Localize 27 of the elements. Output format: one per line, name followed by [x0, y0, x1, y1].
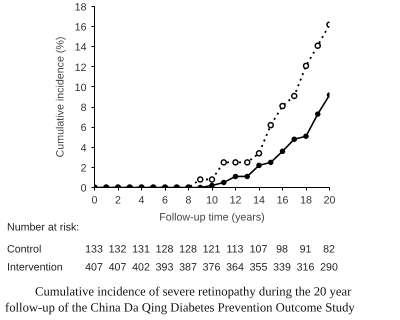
x-tick-label: 2	[115, 194, 122, 206]
y-tick-label: 14	[74, 42, 87, 54]
y-tick-label: 8	[80, 102, 87, 114]
text: Control 133 132 131 128 128 121 113 107 98 91 82	[7, 244, 335, 256]
y-tick-label: 12	[74, 62, 87, 74]
y-tick-label: 6	[80, 122, 87, 134]
x-tick-label: 16	[276, 194, 288, 206]
text: Cumulative incidence of severe retinopathy during the 20 year follow-up of the China Da Qing Diabetes Prevention Outcome Study	[5, 284, 355, 315]
x-tick-label: 0	[92, 194, 98, 206]
text: Number at risk:	[7, 222, 80, 234]
x-tick-label: 14	[253, 194, 265, 206]
y-tick-label: 4	[80, 142, 87, 154]
x-tick-label: 8	[186, 194, 192, 206]
x-tick-label: 10	[206, 194, 218, 206]
y-tick-label: 18	[74, 2, 87, 14]
x-tick-label: 12	[230, 194, 242, 206]
y-tick-label: 2	[80, 162, 87, 174]
text: Intervention 407 407 402 393 387 376 364 355 339 316 290	[7, 262, 338, 274]
x-tick-label: 20	[324, 194, 336, 206]
x-tick-label: 6	[162, 194, 168, 206]
y-tick-label: 10	[74, 82, 87, 94]
x-axis-title: Follow-up time (years)	[159, 212, 265, 224]
y-axis-title: Cumulative incidence (%)	[54, 36, 67, 158]
x-tick-label: 4	[138, 194, 145, 206]
x-tick-label: 18	[300, 194, 312, 206]
y-tick-label: 0	[80, 182, 87, 194]
y-tick-label: 16	[74, 22, 87, 34]
